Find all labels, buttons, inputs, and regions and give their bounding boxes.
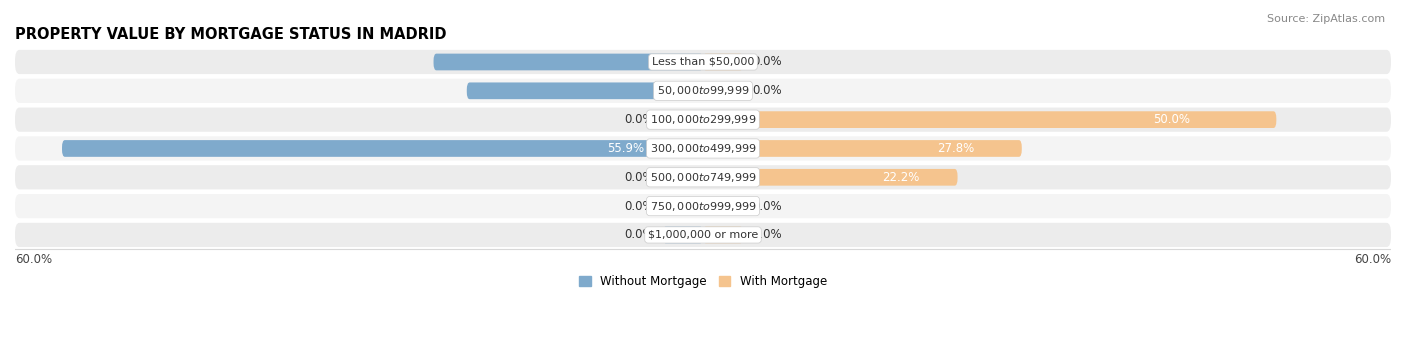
Text: 0.0%: 0.0% (624, 199, 654, 213)
FancyBboxPatch shape (15, 79, 1391, 103)
Text: 0.0%: 0.0% (752, 84, 782, 97)
Text: $500,000 to $749,999: $500,000 to $749,999 (650, 171, 756, 184)
FancyBboxPatch shape (433, 54, 703, 70)
Text: 0.0%: 0.0% (624, 228, 654, 241)
FancyBboxPatch shape (15, 194, 1391, 218)
Text: $50,000 to $99,999: $50,000 to $99,999 (657, 84, 749, 97)
Text: $300,000 to $499,999: $300,000 to $499,999 (650, 142, 756, 155)
Text: 0.0%: 0.0% (624, 113, 654, 126)
Text: 0.0%: 0.0% (752, 228, 782, 241)
FancyBboxPatch shape (15, 223, 1391, 247)
Text: 60.0%: 60.0% (15, 253, 52, 266)
FancyBboxPatch shape (15, 50, 1391, 74)
FancyBboxPatch shape (15, 107, 1391, 132)
FancyBboxPatch shape (703, 198, 744, 214)
FancyBboxPatch shape (703, 140, 1022, 157)
Text: 0.0%: 0.0% (624, 171, 654, 184)
Text: PROPERTY VALUE BY MORTGAGE STATUS IN MADRID: PROPERTY VALUE BY MORTGAGE STATUS IN MAD… (15, 27, 447, 42)
Text: $100,000 to $299,999: $100,000 to $299,999 (650, 113, 756, 126)
FancyBboxPatch shape (15, 165, 1391, 189)
Text: 20.6%: 20.6% (668, 84, 704, 97)
FancyBboxPatch shape (703, 226, 744, 243)
FancyBboxPatch shape (62, 140, 703, 157)
FancyBboxPatch shape (703, 111, 1277, 128)
FancyBboxPatch shape (703, 169, 957, 186)
Text: 22.2%: 22.2% (882, 171, 920, 184)
Text: 0.0%: 0.0% (752, 199, 782, 213)
Text: 60.0%: 60.0% (1354, 253, 1391, 266)
FancyBboxPatch shape (467, 83, 703, 99)
FancyBboxPatch shape (15, 136, 1391, 161)
Text: $750,000 to $999,999: $750,000 to $999,999 (650, 199, 756, 213)
FancyBboxPatch shape (703, 83, 744, 99)
Text: $1,000,000 or more: $1,000,000 or more (648, 230, 758, 240)
FancyBboxPatch shape (662, 226, 703, 243)
Text: Less than $50,000: Less than $50,000 (652, 57, 754, 67)
Text: Source: ZipAtlas.com: Source: ZipAtlas.com (1267, 14, 1385, 24)
Text: 55.9%: 55.9% (607, 142, 644, 155)
FancyBboxPatch shape (703, 54, 744, 70)
FancyBboxPatch shape (662, 198, 703, 214)
Text: 23.5%: 23.5% (662, 56, 700, 69)
FancyBboxPatch shape (662, 111, 703, 128)
Text: 50.0%: 50.0% (1153, 113, 1191, 126)
Text: 0.0%: 0.0% (752, 56, 782, 69)
Legend: Without Mortgage, With Mortgage: Without Mortgage, With Mortgage (574, 271, 832, 293)
FancyBboxPatch shape (662, 169, 703, 186)
Text: 27.8%: 27.8% (936, 142, 974, 155)
